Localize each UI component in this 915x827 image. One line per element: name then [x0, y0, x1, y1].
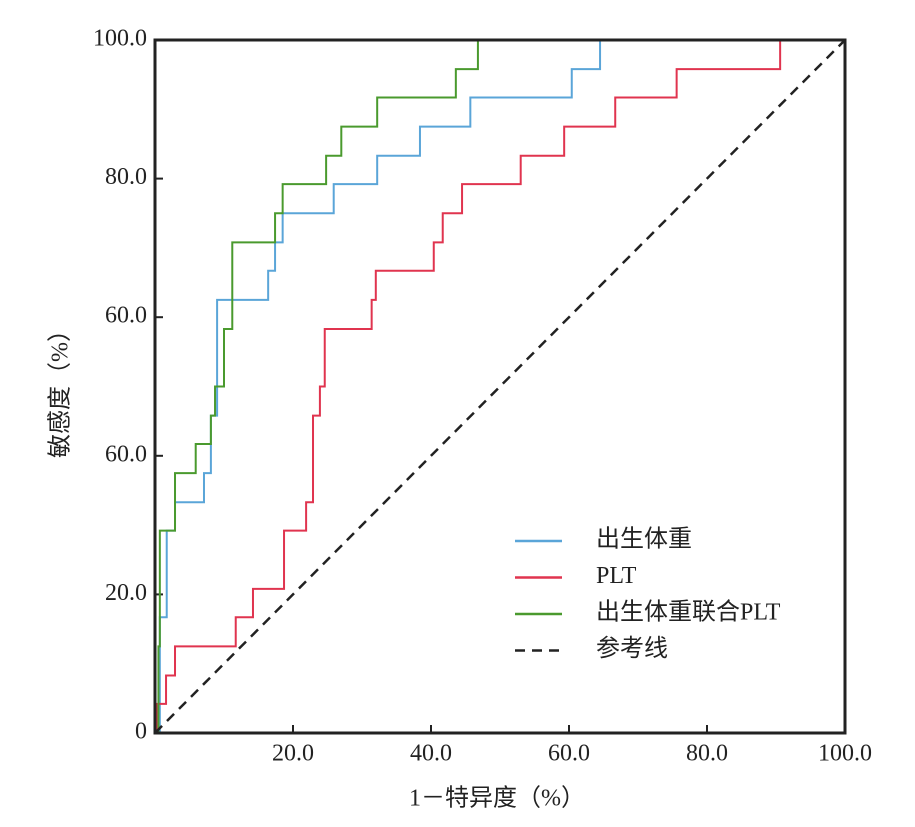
legend-label: 出生体重 — [596, 526, 692, 553]
roc-line — [155, 39, 845, 734]
roc-line — [155, 39, 845, 734]
y-tick-label: 20.0 — [105, 580, 147, 606]
y-tick-label: 100.0 — [93, 26, 147, 52]
plot-frame — [153, 38, 847, 735]
roc-line — [154, 39, 846, 734]
x-tick-label: 20.0 — [272, 741, 314, 767]
x-tick-label: 100.0 — [818, 741, 872, 767]
legend-label: PLT — [596, 563, 637, 589]
y-axis-label: 敏感度（%） — [47, 318, 74, 458]
roc-line — [155, 39, 845, 734]
y-tick-label: 0 — [135, 719, 147, 745]
y-tick-label: 60.0 — [105, 441, 147, 467]
legend-label: 参考线 — [596, 635, 668, 662]
x-tick-label: 80.0 — [686, 741, 728, 767]
x-tick-label: 40.0 — [410, 741, 452, 767]
y-tick-label: 80.0 — [105, 164, 147, 190]
y-tick-label: 60.0 — [105, 303, 147, 329]
x-tick-label: 60.0 — [548, 741, 590, 767]
legend-label: 出生体重联合PLT — [596, 599, 781, 626]
x-axis-label: 1－特异度（%） — [409, 785, 585, 812]
